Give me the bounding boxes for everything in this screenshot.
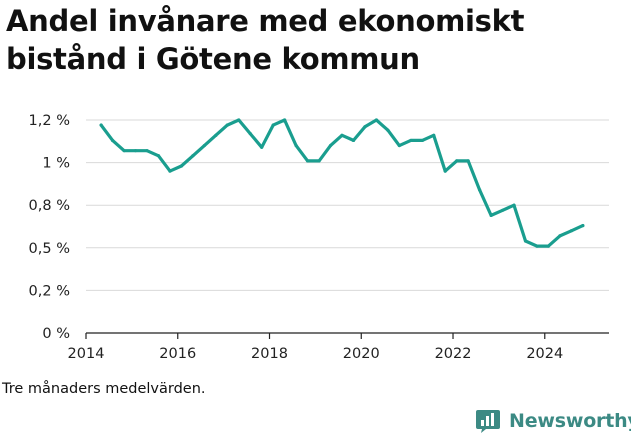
data-point [581, 224, 585, 228]
y-tick-label: 0,5 % [29, 241, 70, 257]
data-point [455, 159, 459, 163]
data-point [271, 123, 275, 127]
data-point [489, 213, 493, 218]
chart-title: Andel invånare med ekonomiskt bistånd i … [6, 4, 525, 76]
series-line [99, 118, 585, 248]
data-point [328, 143, 333, 148]
data-point [546, 244, 551, 248]
data-point [386, 128, 390, 132]
data-point [340, 133, 344, 137]
data-point [179, 164, 184, 168]
y-tick-label: 1 % [42, 156, 70, 172]
x-axis [85, 332, 609, 339]
data-point [363, 125, 367, 129]
x-tick-label: 2016 [159, 346, 196, 362]
series-group [99, 118, 585, 248]
y-tick-label: 1,2 % [29, 113, 70, 129]
data-point [145, 149, 149, 153]
data-point [283, 118, 287, 122]
data-point [214, 133, 218, 137]
data-point [420, 138, 424, 143]
brand-name: Newsworthy [509, 410, 631, 432]
data-point [317, 159, 321, 163]
data-point [558, 234, 562, 238]
x-tick-label: 2020 [343, 346, 380, 362]
data-point [122, 149, 126, 153]
data-point [478, 188, 482, 192]
gridlines [86, 119, 609, 291]
data-point [168, 169, 172, 173]
x-tick-label: 2018 [251, 346, 288, 362]
x-tick-label: 2024 [526, 346, 563, 362]
data-point [500, 208, 505, 212]
x-tick-label: 2014 [68, 346, 105, 362]
data-point [432, 133, 436, 137]
data-point [191, 154, 195, 158]
data-point [351, 138, 356, 143]
data-point [409, 138, 413, 143]
data-point [374, 118, 379, 122]
data-point [225, 123, 229, 127]
data-point [99, 123, 103, 127]
brand-logo: Newsworthy [475, 408, 631, 434]
data-point [535, 244, 539, 248]
data-point [397, 143, 401, 148]
data-point [156, 154, 161, 158]
data-point [248, 132, 252, 136]
data-point [260, 145, 264, 149]
data-point [466, 159, 470, 163]
data-point [111, 138, 115, 143]
data-point [237, 118, 241, 122]
data-point [202, 143, 206, 148]
data-point [512, 203, 516, 207]
data-point [523, 239, 528, 243]
chart-footnote: Tre månaders medelvärden. [2, 381, 206, 397]
x-tick-label: 2022 [435, 346, 472, 362]
data-point [294, 143, 298, 148]
data-point [133, 149, 138, 153]
y-tick-label: 0,8 % [29, 198, 70, 214]
y-tick-label: 0,2 % [29, 283, 70, 299]
x-axis-tick-labels: 2014 2016 2018 2020 2022 2024 [68, 346, 564, 362]
data-point [569, 229, 573, 233]
y-axis-tick-labels: 0 % 0,2 % 0,5 % 0,8 % 1 % 1,2 % [29, 113, 70, 342]
data-point [443, 169, 447, 173]
y-tick-label: 0 % [42, 326, 70, 342]
newsworthy-chart-icon [476, 410, 500, 433]
data-point [305, 159, 310, 163]
